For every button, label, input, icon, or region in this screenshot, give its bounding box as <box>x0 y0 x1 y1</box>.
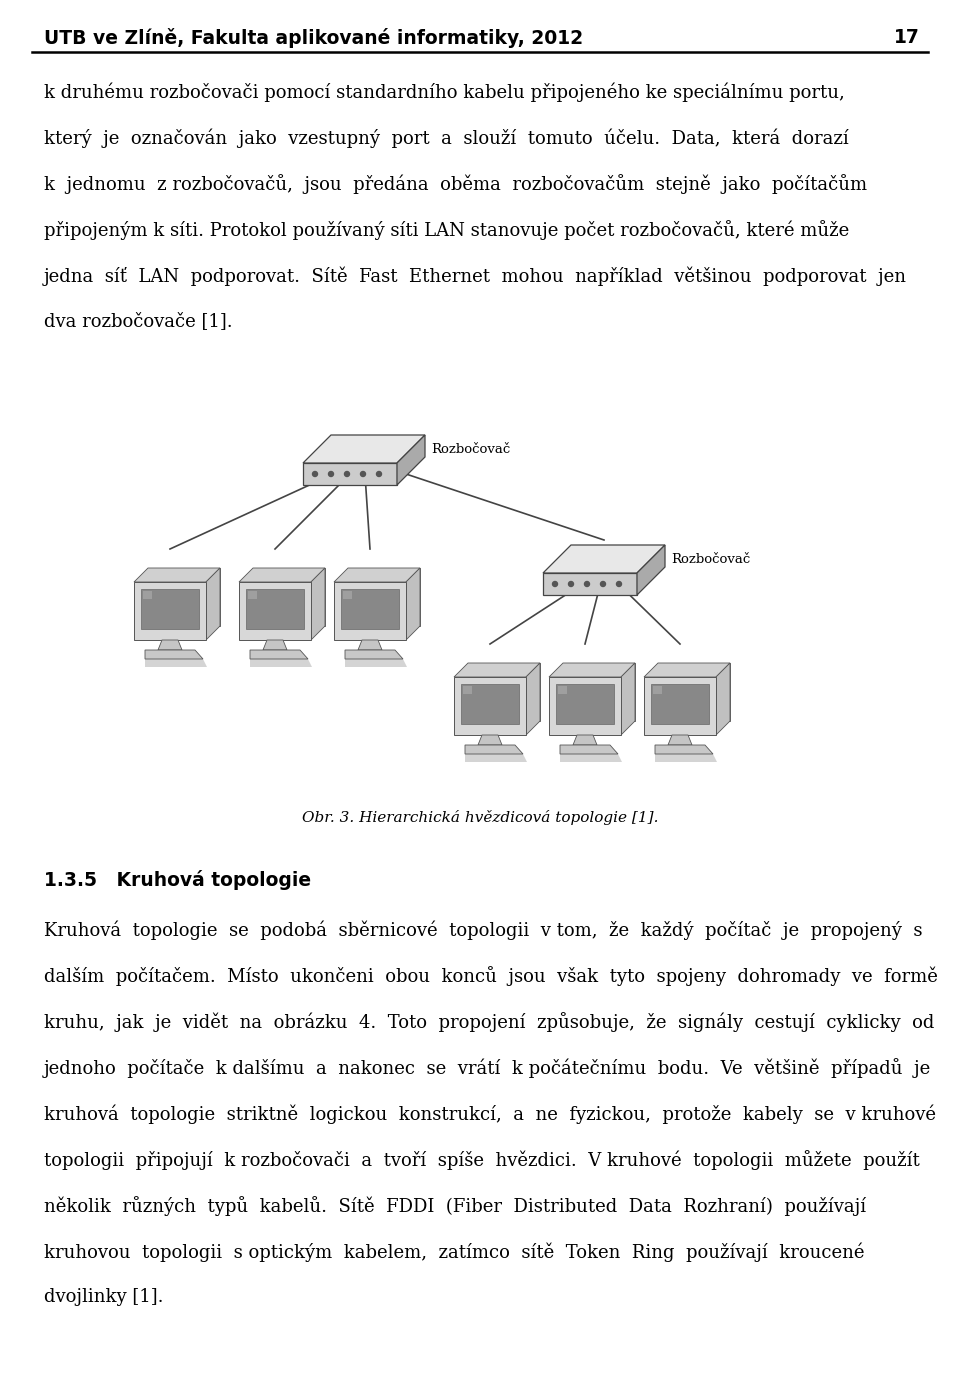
Text: topologii  připojují  k rozbočovači  a  tvoří  spíše  hvězdici.  V kruhové  topo: topologii připojují k rozbočovači a tvoř… <box>44 1151 920 1170</box>
Polygon shape <box>334 568 420 582</box>
Polygon shape <box>134 582 206 640</box>
Text: jedna  síť  LAN  podporovat.  Sítě  Fast  Ethernet  mohou  například  většinou  : jedna síť LAN podporovat. Sítě Fast Ethe… <box>44 266 907 286</box>
Text: Obr. 3. Hierarchická hvězdicová topologie [1].: Obr. 3. Hierarchická hvězdicová topologi… <box>301 811 659 824</box>
Polygon shape <box>246 589 304 629</box>
Polygon shape <box>668 736 692 745</box>
Polygon shape <box>468 663 540 720</box>
Polygon shape <box>248 591 257 600</box>
Polygon shape <box>543 545 665 573</box>
Polygon shape <box>465 745 523 754</box>
Polygon shape <box>145 659 207 668</box>
Polygon shape <box>549 677 621 736</box>
Polygon shape <box>461 684 519 725</box>
Circle shape <box>313 472 318 476</box>
Polygon shape <box>345 650 403 659</box>
Polygon shape <box>343 591 352 600</box>
Polygon shape <box>397 434 425 484</box>
Polygon shape <box>341 589 399 629</box>
Polygon shape <box>465 754 527 762</box>
Circle shape <box>361 472 366 476</box>
Text: kruhu,  jak  je  vidět  na  obrázku  4.  Toto  propojení  způsobuje,  že  signál: kruhu, jak je vidět na obrázku 4. Toto p… <box>44 1012 934 1031</box>
Text: kruhová  topologie  striktně  logickou  konstrukcí,  a  ne  fyzickou,  protože  : kruhová topologie striktně logickou kons… <box>44 1103 936 1123</box>
Polygon shape <box>556 684 614 725</box>
Polygon shape <box>250 659 312 668</box>
Polygon shape <box>463 686 472 694</box>
Text: Kruhová  topologie  se  podobá  sběrnicové  topologii  v tom,  že  každý  počíta: Kruhová topologie se podobá sběrnicové t… <box>44 920 923 940</box>
Polygon shape <box>644 663 730 677</box>
Text: jednoho  počítače  k dalšímu  a  nakonec  se  vrátí  k počátečnímu  bodu.  Ve  v: jednoho počítače k dalšímu a nakonec se … <box>44 1058 931 1078</box>
Polygon shape <box>134 568 220 582</box>
Polygon shape <box>345 659 407 668</box>
Polygon shape <box>206 568 220 640</box>
Polygon shape <box>358 640 382 650</box>
Polygon shape <box>716 663 730 736</box>
Circle shape <box>616 582 621 587</box>
Polygon shape <box>148 568 220 626</box>
Circle shape <box>345 472 349 476</box>
Polygon shape <box>644 677 716 736</box>
Polygon shape <box>348 568 420 626</box>
Polygon shape <box>543 573 637 595</box>
Polygon shape <box>563 663 635 720</box>
Text: Rozbočovač: Rozbočovač <box>431 443 511 455</box>
Circle shape <box>328 472 333 476</box>
Polygon shape <box>239 582 311 640</box>
Text: několik  různých  typů  kabelů.  Sítě  FDDI  (Fiber  Distributed  Data  Rozhraní: několik různých typů kabelů. Sítě FDDI (… <box>44 1196 866 1216</box>
Text: UTB ve Zlíně, Fakulta aplikované informatiky, 2012: UTB ve Zlíně, Fakulta aplikované informa… <box>44 28 583 49</box>
Circle shape <box>585 582 589 587</box>
Circle shape <box>376 472 381 476</box>
Polygon shape <box>303 464 397 484</box>
Polygon shape <box>573 736 597 745</box>
Text: dvojlinky [1].: dvojlinky [1]. <box>44 1288 163 1306</box>
Polygon shape <box>239 568 325 582</box>
Text: 1.3.5   Kruhová topologie: 1.3.5 Kruhová topologie <box>44 870 311 890</box>
Circle shape <box>601 582 606 587</box>
Polygon shape <box>253 568 325 626</box>
Polygon shape <box>655 754 717 762</box>
Polygon shape <box>454 677 526 736</box>
Text: dva rozbočovače [1].: dva rozbočovače [1]. <box>44 312 232 330</box>
Polygon shape <box>454 663 540 677</box>
Text: Rozbočovač: Rozbočovač <box>671 552 751 565</box>
Polygon shape <box>651 684 709 725</box>
Text: který  je  označován  jako  vzestupný  port  a  slouží  tomuto  účelu.  Data,  k: který je označován jako vzestupný port a… <box>44 128 849 147</box>
Polygon shape <box>560 745 618 754</box>
Polygon shape <box>250 650 308 659</box>
Polygon shape <box>303 434 425 464</box>
Polygon shape <box>560 754 622 762</box>
Polygon shape <box>549 663 635 677</box>
Text: k  jednomu  z rozbočovačů,  jsou  předána  oběma  rozbočovačům  stejně  jako  po: k jednomu z rozbočovačů, jsou předána ob… <box>44 174 867 194</box>
Text: dalším  počítačem.  Místo  ukončeni  obou  konců  jsou  však  tyto  spojeny  doh: dalším počítačem. Místo ukončeni obou ko… <box>44 966 938 985</box>
Polygon shape <box>158 640 182 650</box>
Text: 17: 17 <box>894 28 920 47</box>
Polygon shape <box>311 568 325 640</box>
Polygon shape <box>143 591 152 600</box>
Text: kruhovou  topologii  s optickým  kabelem,  zatímco  sítě  Token  Ring  používají: kruhovou topologii s optickým kabelem, z… <box>44 1242 865 1262</box>
Polygon shape <box>334 582 406 640</box>
Polygon shape <box>621 663 635 736</box>
Circle shape <box>568 582 573 587</box>
Polygon shape <box>526 663 540 736</box>
Text: připojeným k síti. Protokol používaný síti LAN stanovuje počet rozbočovačů, kter: připojeným k síti. Protokol používaný sí… <box>44 221 850 240</box>
Polygon shape <box>653 686 662 694</box>
Polygon shape <box>406 568 420 640</box>
Polygon shape <box>145 650 203 659</box>
Polygon shape <box>478 736 502 745</box>
Polygon shape <box>263 640 287 650</box>
Text: k druhému rozbočovači pomocí standardního kabelu připojeného ke speciálnímu port: k druhému rozbočovači pomocí standardníh… <box>44 82 845 101</box>
Polygon shape <box>655 745 713 754</box>
Circle shape <box>553 582 558 587</box>
Polygon shape <box>558 686 567 694</box>
Polygon shape <box>637 545 665 595</box>
Polygon shape <box>658 663 730 720</box>
Polygon shape <box>141 589 199 629</box>
